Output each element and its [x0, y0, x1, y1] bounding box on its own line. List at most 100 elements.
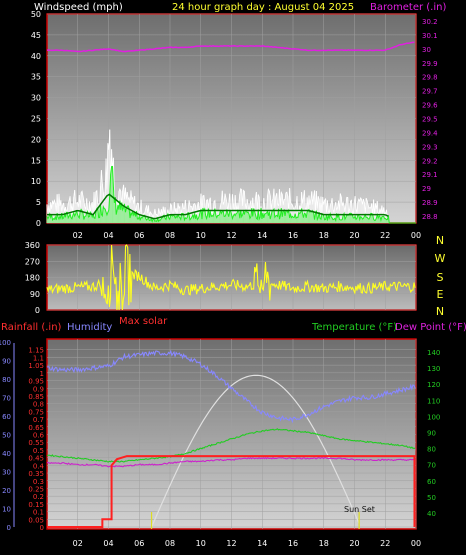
humidity-tick-label: 30	[2, 469, 11, 477]
x-tick-label: 12	[226, 231, 236, 240]
x-tick-label: 04	[103, 231, 113, 240]
barometer-tick-label: 29.4	[422, 129, 438, 137]
direction-tick-label: 90	[30, 290, 40, 299]
rainfall-tick-label: 0.05	[28, 516, 44, 524]
rainfall-y-axis: 00.050.10.150.20.250.30.350.40.450.50.55…	[28, 347, 44, 532]
barometer-tick-label: 29.2	[422, 157, 438, 165]
x-tick-label: 06	[134, 539, 144, 548]
wind-series	[46, 41, 416, 224]
temperature-line	[46, 428, 416, 463]
barometer-tick-label: 29.8	[422, 74, 438, 82]
rainfall-tick-label: 1.05	[28, 362, 44, 370]
humidity-tick-label: 50	[2, 432, 11, 440]
x-tick-label: 14	[257, 539, 267, 548]
direction-tick-label: 0	[35, 306, 40, 315]
wind-average-line	[47, 193, 389, 220]
humidity-tick-label: 40	[2, 450, 11, 458]
x-tick-label: 02	[73, 539, 83, 548]
rainfall-tick-label: 0.5	[33, 447, 44, 455]
compass-label: N	[436, 305, 444, 318]
rainfall-tick-label: 0.6	[33, 432, 45, 440]
x-tick-label: 20	[349, 231, 359, 240]
barometer-tick-label: 29.5	[422, 116, 438, 124]
barometer-tick-label: 29	[422, 185, 431, 193]
barometer-tick-label: 29.9	[422, 60, 438, 68]
humidity-axis-title: Humidity	[67, 322, 112, 333]
wind-tick-label: 45	[31, 31, 41, 40]
barometer-tick-label: 30.2	[422, 18, 438, 26]
rainfall-tick-label: 0.3	[33, 478, 44, 486]
rainfall-tick-label: 0.1	[33, 509, 44, 517]
x-tick-label: 22	[380, 231, 390, 240]
direction-tick-label: 360	[25, 241, 40, 250]
direction-series	[46, 244, 416, 311]
barometer-tick-label: 29.6	[422, 102, 438, 110]
direction-tick-label: 180	[25, 274, 40, 283]
temperature-axis-title: Temperature (°F)	[311, 322, 397, 333]
rainfall-tick-label: 0.7	[33, 416, 44, 424]
humidity-tick-label: 20	[2, 487, 11, 495]
wind-tick-label: 15	[31, 156, 41, 165]
rainfall-tick-label: 1	[40, 370, 44, 378]
temperature-tick-label: 50	[427, 494, 436, 502]
x-tick-label: 10	[196, 231, 206, 240]
x-tick-label: 00	[411, 231, 421, 240]
barometer-tick-label: 29.7	[422, 88, 438, 96]
wind-tick-label: 5	[36, 198, 41, 207]
barometer-line	[46, 41, 415, 53]
rainfall-tick-label: 0.65	[28, 424, 44, 432]
temperature-tick-label: 120	[427, 381, 440, 389]
rainfall-tick-label: 1.1	[33, 354, 44, 362]
x-tick-label: 22	[380, 539, 390, 548]
rainfall-tick-label: 0.9	[33, 385, 44, 393]
x-tick-label: 12	[226, 539, 236, 548]
wind-tick-label: 20	[31, 135, 41, 144]
direction-grid	[47, 244, 417, 311]
temperature-tick-label: 70	[427, 462, 436, 470]
rainfall-line	[47, 455, 416, 528]
x-tick-label: 14	[257, 231, 267, 240]
chart-title: 24 hour graph day : August 04 2025	[172, 2, 354, 13]
wind-tick-label: 50	[31, 10, 41, 19]
rainfall-tick-label: 0.75	[28, 408, 44, 416]
x-tick-label: 08	[165, 539, 175, 548]
rainfall-axis-title: Rainfall (.in)	[1, 322, 62, 333]
humidity-line	[46, 349, 416, 424]
x-tick-label: 16	[288, 539, 298, 548]
temperature-tick-label: 110	[427, 397, 440, 405]
rainfall-tick-label: 0.8	[33, 401, 44, 409]
compass-label: W	[435, 252, 446, 265]
rainfall-tick-label: 0.95	[28, 378, 44, 386]
x-tick-label: 00	[411, 539, 421, 548]
barometer-tick-label: 28.9	[422, 199, 438, 207]
wind-tick-label: 25	[31, 115, 41, 124]
rainfall-tick-label: 1.15	[28, 347, 44, 355]
compass-label: E	[437, 288, 444, 301]
humidity-y-axis: 0 10 20 30 40 50 60 70 80 90 100	[0, 339, 11, 532]
humidity-tick-label: 60	[2, 413, 11, 421]
temperature-x-axis: 02 04 06 08 10 12 14 16 18 20 22 00	[73, 539, 421, 548]
x-tick-label: 08	[165, 231, 175, 240]
max-solar-line	[151, 374, 360, 528]
rainfall-tick-label: 0	[40, 524, 44, 532]
barometer-tick-label: 30	[422, 46, 431, 54]
compass-label: N	[436, 234, 444, 247]
temperature-tick-label: 80	[427, 446, 436, 454]
wind-tick-label: 35	[31, 73, 41, 82]
rainfall-tick-label: 0.25	[28, 485, 44, 493]
direction-line	[46, 244, 416, 311]
x-tick-label: 18	[319, 231, 329, 240]
wind-tick-label: 10	[31, 177, 41, 186]
windspeed-axis-title: Windspeed (mph)	[34, 2, 123, 13]
wind-tick-label: 30	[31, 94, 41, 103]
rainfall-tick-label: 0.15	[28, 501, 44, 509]
humidity-tick-label: 10	[2, 506, 11, 514]
temperature-y-axis: 40 50 60 70 80 90 100 110 120 130 140	[427, 349, 440, 518]
dewpoint-axis-title: Dew Point (°F)	[395, 322, 466, 333]
dewpoint-line	[46, 456, 416, 468]
rainfall-tick-label: 0.35	[28, 470, 44, 478]
wind-line	[46, 165, 416, 224]
rainfall-tick-label: 0.55	[28, 439, 44, 447]
max-solar-label: Max solar	[119, 316, 168, 327]
